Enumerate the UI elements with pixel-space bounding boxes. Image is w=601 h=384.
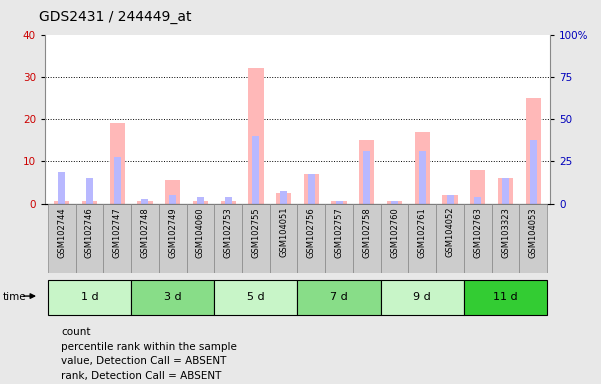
Bar <box>409 204 436 273</box>
Bar <box>391 202 398 204</box>
Text: GSM102761: GSM102761 <box>418 207 427 258</box>
Text: percentile rank within the sample: percentile rank within the sample <box>61 342 237 352</box>
Bar <box>159 204 186 273</box>
Bar <box>54 202 69 204</box>
Bar <box>464 204 492 273</box>
Text: GSM102758: GSM102758 <box>362 207 371 258</box>
Bar <box>380 204 409 273</box>
Bar <box>297 280 380 315</box>
Bar <box>526 98 541 204</box>
Text: 9 d: 9 d <box>413 292 431 302</box>
Text: GSM102749: GSM102749 <box>168 207 177 258</box>
Bar <box>325 204 353 273</box>
Bar <box>464 280 547 315</box>
Text: 7 d: 7 d <box>330 292 348 302</box>
Bar <box>86 178 93 204</box>
Bar <box>492 204 519 273</box>
Text: GSM102748: GSM102748 <box>141 207 150 258</box>
Bar <box>131 280 215 315</box>
Bar <box>474 197 481 204</box>
Bar <box>225 197 231 204</box>
Bar <box>114 157 121 204</box>
Text: GSM102757: GSM102757 <box>335 207 344 258</box>
Bar <box>165 180 180 204</box>
Bar <box>502 178 509 204</box>
Bar <box>242 204 270 273</box>
Bar <box>415 132 430 204</box>
Bar <box>332 202 347 204</box>
Bar <box>530 140 537 204</box>
Text: GSM103323: GSM103323 <box>501 207 510 258</box>
Bar <box>276 193 291 204</box>
Text: 3 d: 3 d <box>164 292 182 302</box>
Bar <box>197 197 204 204</box>
Text: GSM102756: GSM102756 <box>307 207 316 258</box>
Bar <box>137 202 153 204</box>
Bar <box>380 280 464 315</box>
Text: 11 d: 11 d <box>493 292 518 302</box>
Text: GDS2431 / 244449_at: GDS2431 / 244449_at <box>39 10 192 23</box>
Bar <box>498 178 513 204</box>
Text: GSM102753: GSM102753 <box>224 207 233 258</box>
Bar <box>109 123 125 204</box>
Bar <box>76 204 103 273</box>
Bar <box>193 202 208 204</box>
Bar <box>359 140 374 204</box>
Bar <box>297 204 325 273</box>
Text: GSM104060: GSM104060 <box>196 207 205 258</box>
Bar <box>470 170 486 204</box>
Bar <box>141 199 148 204</box>
Bar <box>169 195 176 204</box>
Bar <box>280 191 287 204</box>
Bar <box>48 204 76 273</box>
Bar <box>252 136 260 204</box>
Bar <box>353 204 380 273</box>
Bar <box>387 202 402 204</box>
Bar <box>436 204 464 273</box>
Bar <box>364 151 370 204</box>
Bar <box>221 202 236 204</box>
Text: value, Detection Call = ABSENT: value, Detection Call = ABSENT <box>61 356 226 366</box>
Text: count: count <box>61 327 90 337</box>
Text: GSM102746: GSM102746 <box>85 207 94 258</box>
Bar <box>519 204 547 273</box>
Bar <box>419 151 426 204</box>
Bar <box>335 202 343 204</box>
Text: GSM104052: GSM104052 <box>445 207 454 258</box>
Text: time: time <box>3 292 26 302</box>
Bar <box>48 280 131 315</box>
Text: 1 d: 1 d <box>81 292 99 302</box>
Text: GSM102755: GSM102755 <box>251 207 260 258</box>
Text: GSM102763: GSM102763 <box>474 207 482 258</box>
Text: 5 d: 5 d <box>247 292 264 302</box>
Text: rank, Detection Call = ABSENT: rank, Detection Call = ABSENT <box>61 371 221 381</box>
Text: GSM102747: GSM102747 <box>113 207 121 258</box>
Text: GSM104051: GSM104051 <box>279 207 288 258</box>
Text: GSM102760: GSM102760 <box>390 207 399 258</box>
Bar <box>58 172 65 204</box>
Bar <box>103 204 131 273</box>
Bar <box>131 204 159 273</box>
Bar <box>447 195 454 204</box>
Bar <box>308 174 315 204</box>
Bar <box>442 195 458 204</box>
Text: GSM104053: GSM104053 <box>529 207 538 258</box>
Bar <box>248 68 263 204</box>
Text: GSM102744: GSM102744 <box>57 207 66 258</box>
Bar <box>215 204 242 273</box>
Bar <box>215 280 297 315</box>
Bar <box>270 204 297 273</box>
Bar <box>82 202 97 204</box>
Bar <box>304 174 319 204</box>
Bar <box>186 204 215 273</box>
